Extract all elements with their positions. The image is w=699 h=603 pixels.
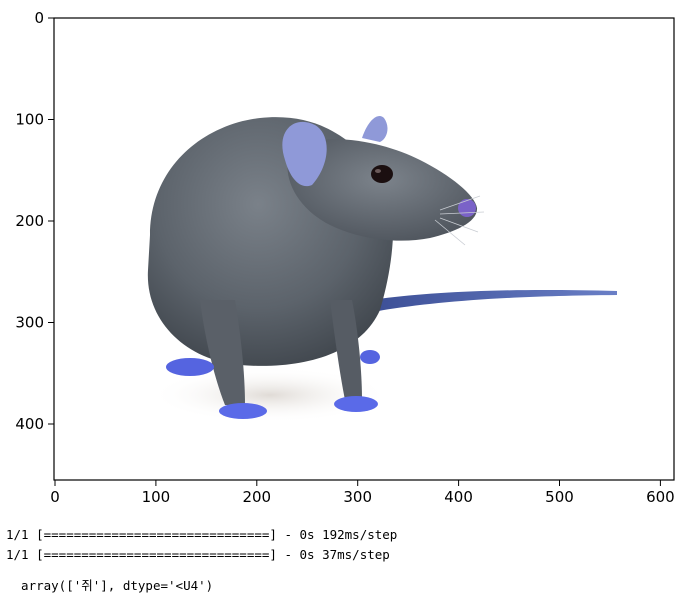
x-axis-ticks: 0 100 200 300 400 500 600 <box>50 480 675 506</box>
rat-head <box>287 139 478 241</box>
rat-image <box>147 116 617 423</box>
y-tick-label: 100 <box>15 111 44 129</box>
y-tick-label: 200 <box>15 212 44 230</box>
rat-paw-front-left <box>219 403 267 419</box>
rat-ear-right <box>362 116 388 142</box>
console-line-progress-1: 1/1 [==============================] - 0… <box>6 527 398 542</box>
console-line-progress-2: 1/1 [==============================] - 0… <box>6 547 390 562</box>
rat-eye-highlight <box>375 169 381 173</box>
y-axis-ticks: 0 100 200 300 400 <box>15 9 54 433</box>
x-tick-label: 600 <box>646 488 675 506</box>
rat-paw-back-left <box>166 358 214 376</box>
rat-nose <box>458 199 476 217</box>
x-tick-label: 0 <box>50 488 60 506</box>
rat-front-leg-left <box>200 300 245 405</box>
rat-front-leg-right <box>330 300 362 400</box>
rat-tail <box>370 290 617 312</box>
image-plot: 0 100 200 300 400 500 600 0 100 200 300 400 <box>15 9 675 506</box>
rat-ear-left <box>282 121 327 187</box>
x-tick-label: 300 <box>343 488 372 506</box>
y-tick-label: 400 <box>15 415 44 433</box>
rat-eye <box>371 165 393 183</box>
y-tick-label: 300 <box>15 314 44 332</box>
rat-paw-back-right <box>360 350 380 364</box>
x-tick-label: 200 <box>242 488 271 506</box>
rat-whiskers <box>434 195 485 246</box>
axes-frame <box>53 17 675 481</box>
console-line-result: array(['쥐'], dtype='<U4') <box>6 578 214 593</box>
rat-paw-front-right <box>334 396 378 412</box>
x-tick-label: 100 <box>142 488 171 506</box>
y-tick-label: 0 <box>34 9 44 27</box>
floor-shadow <box>150 367 390 423</box>
x-tick-label: 500 <box>545 488 574 506</box>
x-tick-label: 400 <box>444 488 473 506</box>
